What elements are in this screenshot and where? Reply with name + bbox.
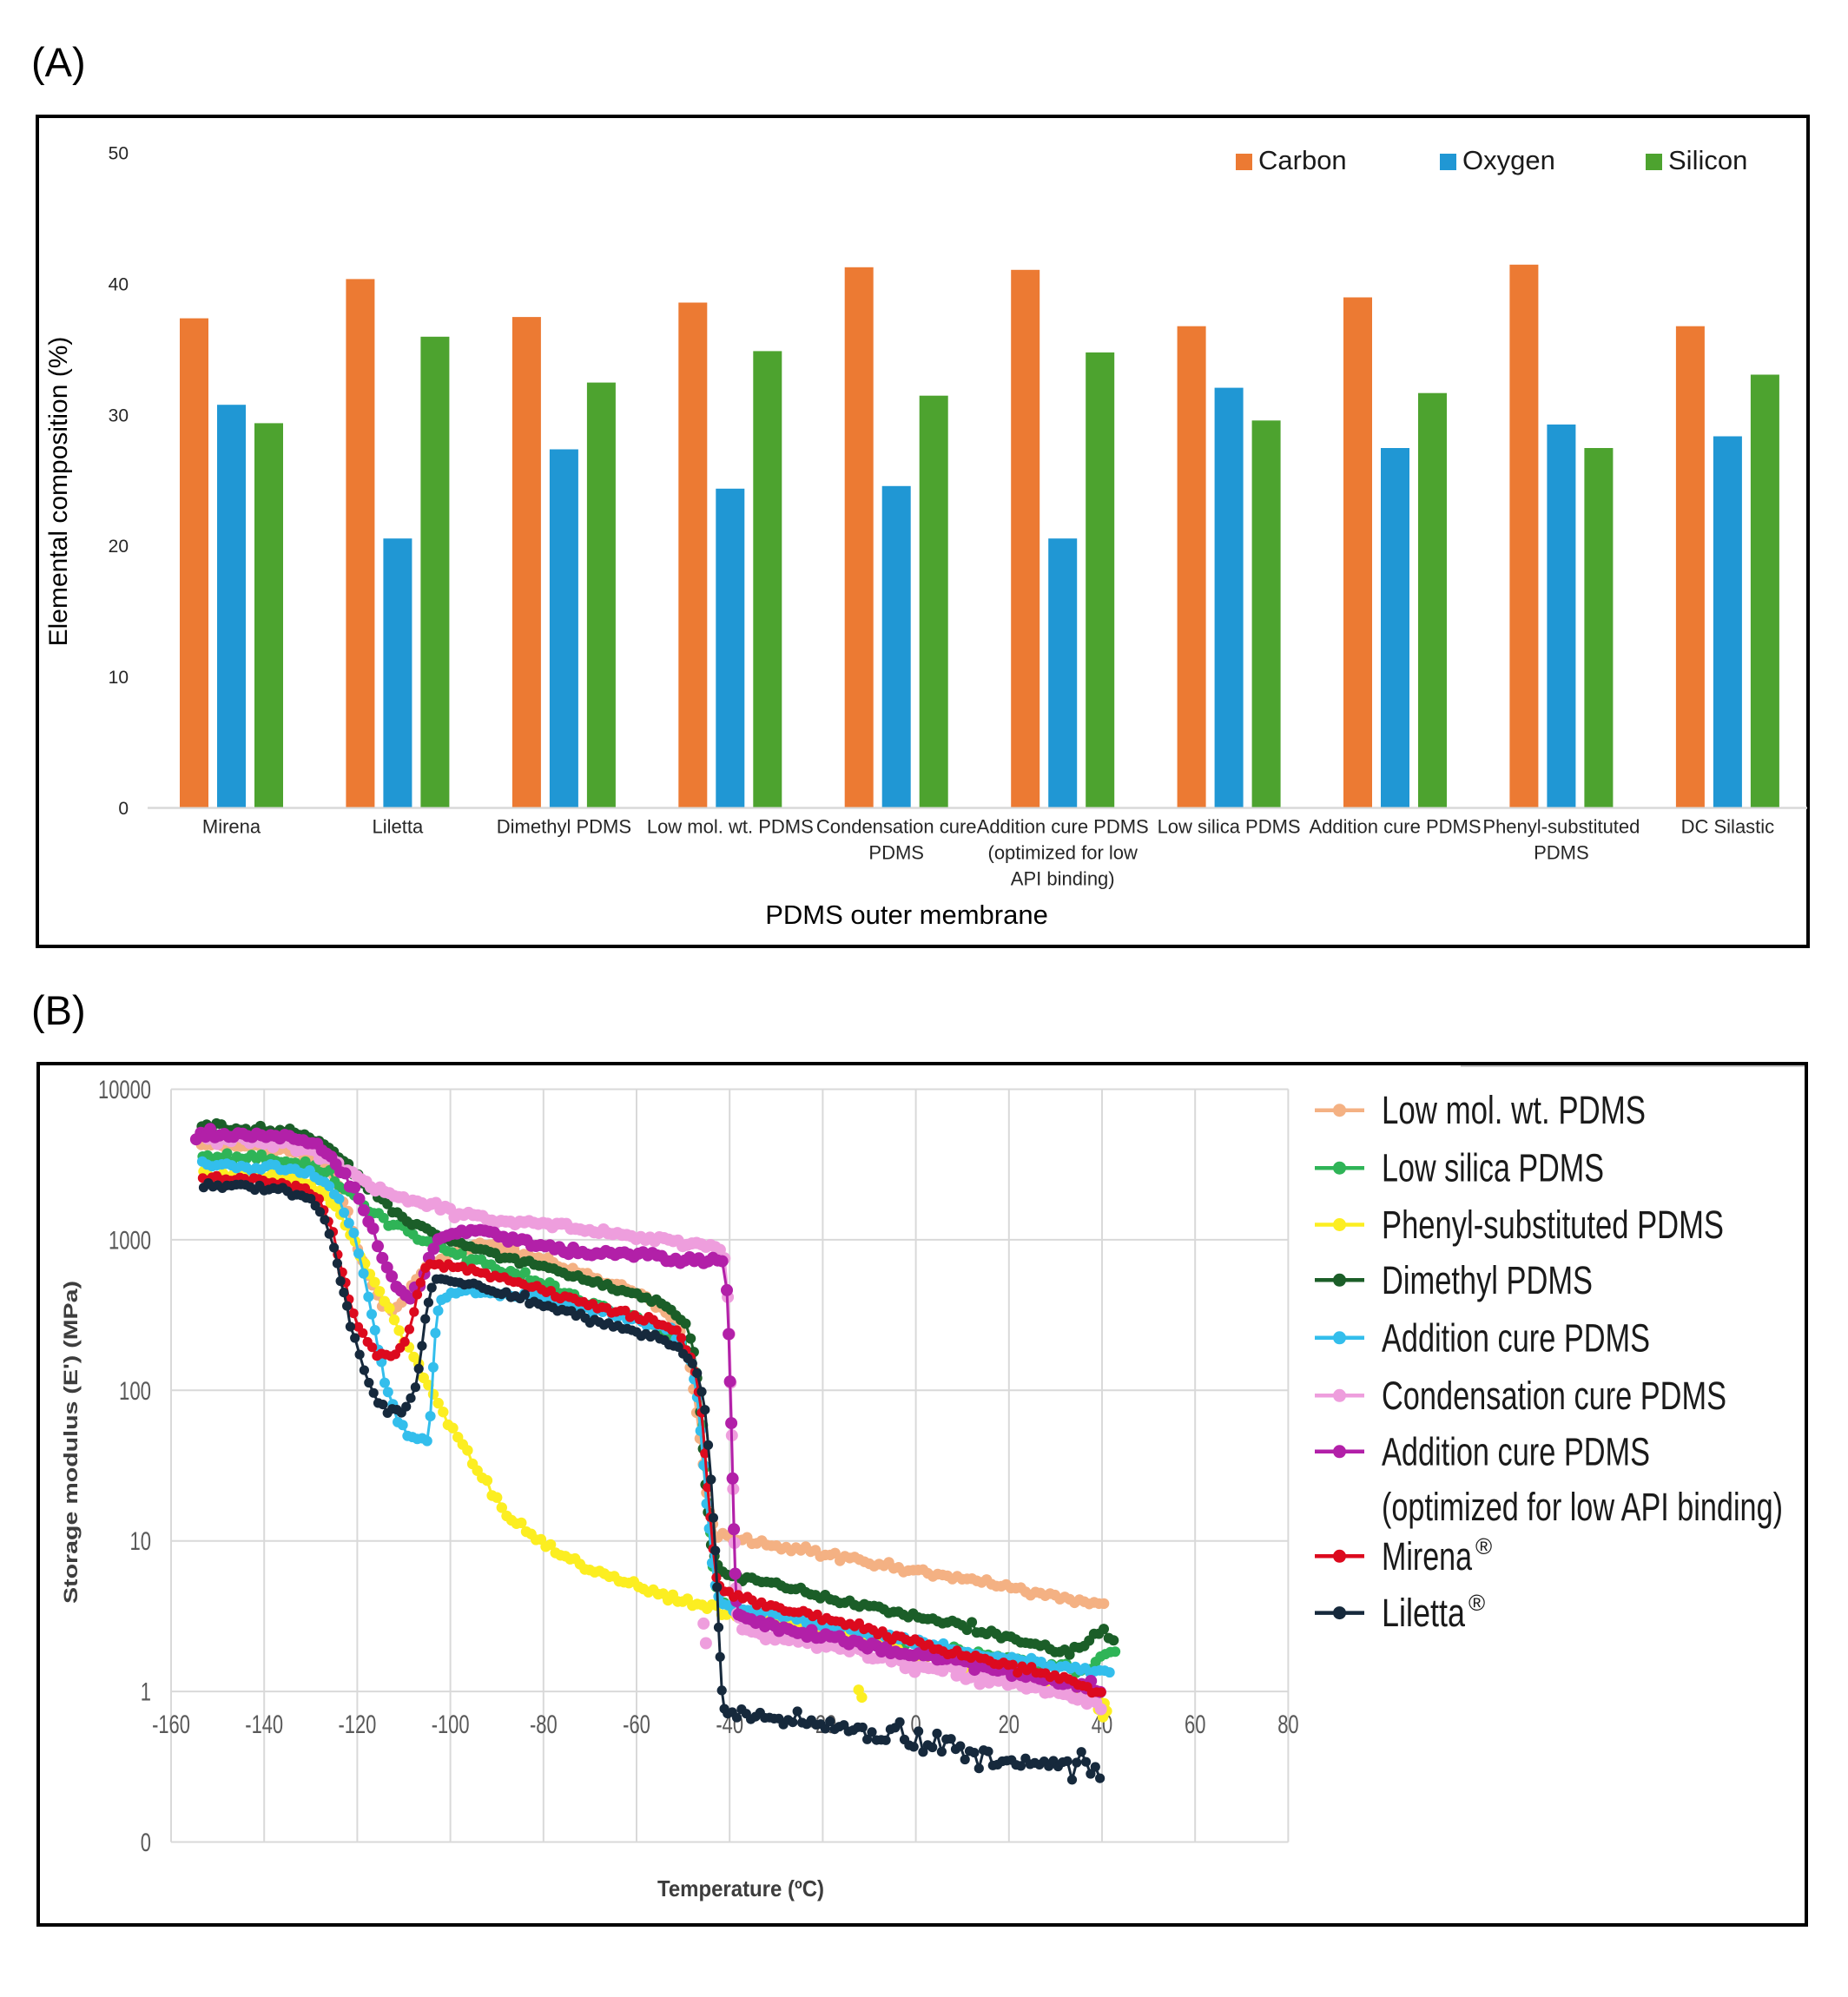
svg-text:1: 1 <box>141 1678 151 1707</box>
svg-text:Liletta: Liletta <box>373 816 424 838</box>
svg-text:Elemental composition (%): Elemental composition (%) <box>44 337 73 647</box>
svg-text:Addition cure PDMS: Addition cure PDMS <box>1309 816 1481 838</box>
svg-text:®: ® <box>1468 1590 1485 1616</box>
svg-text:Storage modulus (E') (MPa): Storage modulus (E') (MPa) <box>60 1281 82 1604</box>
svg-text:(A): (A) <box>31 39 86 85</box>
svg-text:20: 20 <box>109 537 129 557</box>
svg-text:50: 50 <box>109 144 129 164</box>
svg-text:Oxygen: Oxygen <box>1462 145 1555 175</box>
svg-text:(optimized for low: (optimized for low <box>988 842 1138 864</box>
svg-text:PDMS: PDMS <box>1534 842 1589 864</box>
svg-text:Condensation cure PDMS: Condensation cure PDMS <box>1382 1374 1726 1418</box>
svg-text:Mirena: Mirena <box>1382 1534 1473 1578</box>
svg-text:PDMS outer membrane: PDMS outer membrane <box>765 900 1048 930</box>
svg-text:-120: -120 <box>339 1710 377 1739</box>
svg-text:60: 60 <box>1185 1710 1205 1739</box>
svg-text:-60: -60 <box>623 1710 650 1739</box>
svg-text:10: 10 <box>109 668 129 688</box>
svg-text:Liletta: Liletta <box>1382 1591 1466 1635</box>
svg-text:40: 40 <box>109 274 129 294</box>
svg-text:30: 30 <box>109 405 129 425</box>
svg-text:Dimethyl PDMS: Dimethyl PDMS <box>497 816 631 838</box>
svg-text:Carbon: Carbon <box>1258 145 1347 175</box>
svg-text:Low silica PDMS: Low silica PDMS <box>1382 1146 1604 1190</box>
svg-text:®: ® <box>1475 1533 1492 1559</box>
svg-text:-160: -160 <box>152 1710 190 1739</box>
svg-text:Low mol. wt. PDMS: Low mol. wt. PDMS <box>647 816 814 838</box>
svg-text:Mirena: Mirena <box>202 816 261 838</box>
svg-text:Silicon: Silicon <box>1668 145 1747 175</box>
svg-text:0: 0 <box>118 799 129 819</box>
svg-text:Addition cure PDMS: Addition cure PDMS <box>1382 1429 1650 1473</box>
svg-text:80: 80 <box>1277 1710 1298 1739</box>
svg-text:API binding): API binding) <box>1011 868 1115 890</box>
svg-text:Addition cure PDMS: Addition cure PDMS <box>1382 1315 1650 1360</box>
svg-text:10: 10 <box>130 1527 152 1556</box>
svg-text:100: 100 <box>119 1377 151 1406</box>
svg-text:-140: -140 <box>245 1710 283 1739</box>
svg-text:Low mol. wt. PDMS: Low mol. wt. PDMS <box>1382 1088 1646 1132</box>
svg-text:(optimized for low API binding: (optimized for low API binding) <box>1382 1485 1783 1529</box>
svg-text:(B): (B) <box>31 987 86 1033</box>
svg-text:-80: -80 <box>530 1710 558 1739</box>
svg-text:PDMS: PDMS <box>868 842 924 864</box>
svg-text:DC Silastic: DC Silastic <box>1681 816 1775 838</box>
svg-text:-100: -100 <box>432 1710 470 1739</box>
svg-text:Temperature (ºC): Temperature (ºC) <box>657 1875 824 1901</box>
svg-text:20: 20 <box>999 1710 1020 1739</box>
svg-text:Phenyl-substituted: Phenyl-substituted <box>1482 816 1640 838</box>
svg-text:Dimethyl PDMS: Dimethyl PDMS <box>1382 1258 1593 1302</box>
svg-text:Phenyl-substituted PDMS: Phenyl-substituted PDMS <box>1382 1203 1724 1247</box>
svg-text:10000: 10000 <box>98 1076 151 1104</box>
svg-text:Addition cure PDMS: Addition cure PDMS <box>977 816 1149 838</box>
svg-text:Low silica PDMS: Low silica PDMS <box>1158 816 1301 838</box>
svg-text:1000: 1000 <box>109 1226 151 1255</box>
svg-text:0: 0 <box>141 1829 151 1857</box>
svg-text:Condensation cure: Condensation cure <box>816 816 977 838</box>
